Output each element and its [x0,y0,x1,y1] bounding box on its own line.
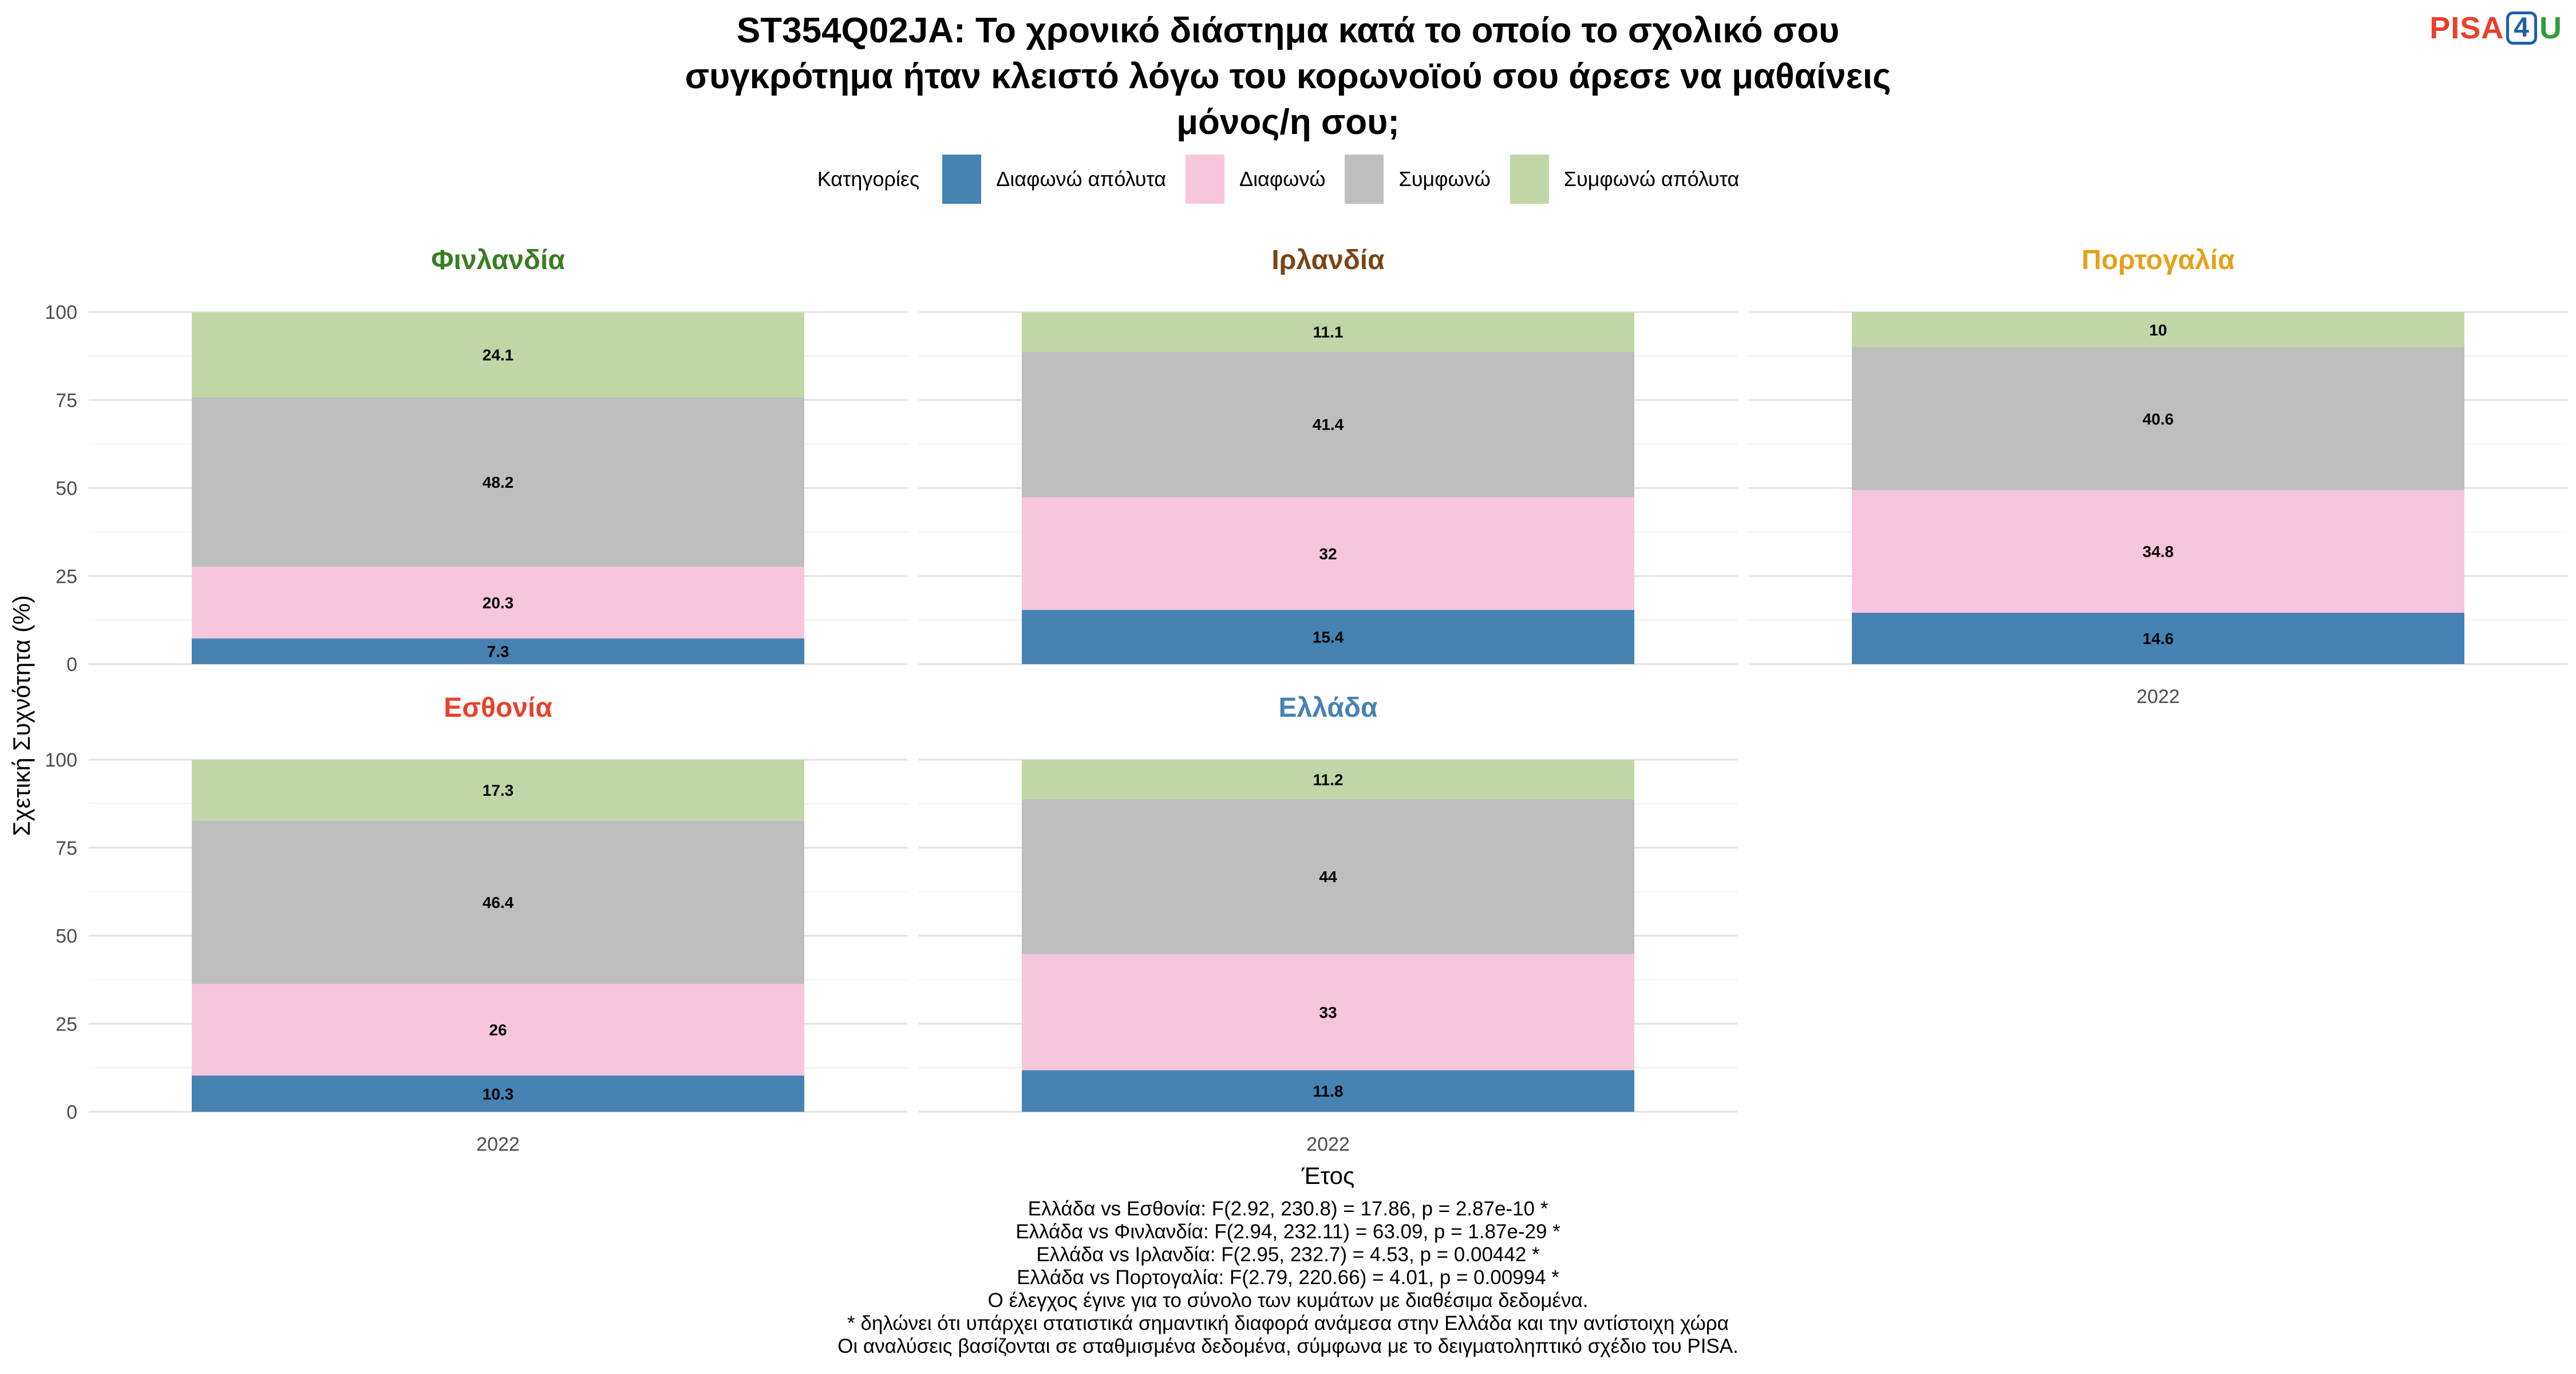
legend-swatch-disagree [1186,155,1225,204]
pisa4u-logo: PISA 4 U [2429,10,2562,46]
stats-line: Ελλάδα vs Φινλανδία: F(2.94, 232.11) = 6… [1016,1221,1560,1243]
bar-segment [1022,312,1634,352]
statistical-notes: Ελλάδα vs Εσθονία: F(2.92, 230.8) = 17.8… [0,1198,2576,1358]
panel-title: Ελλάδα [1279,693,1378,723]
bar-segment [1022,351,1634,498]
bar-segment [192,567,804,639]
x-tick-label: 2022 [1306,1134,1350,1155]
y-tick-label: 25 [56,566,77,587]
chart-title-line-2: συγκρότημα ήταν κλειστό λόγω του κορωνοϊ… [685,57,1891,96]
data-label: 14.6 [2143,630,2174,647]
x-tick-label: 2022 [2136,686,2180,708]
data-label: 34.8 [2143,543,2174,560]
bar-segment [192,820,804,984]
legend-item-strongly-agree: Συμφωνώ απόλυτα [1510,155,1740,204]
stats-line: Ο έλεγχος έγινε για το σύνολο των κυμάτω… [987,1289,1589,1312]
legend-swatch-strongly-disagree [942,155,982,204]
data-label: 46.4 [483,894,514,911]
data-label: 24.1 [483,346,514,364]
y-tick-label: 100 [45,302,77,323]
bar-segment [192,312,804,397]
bar-segment [192,760,804,821]
y-tick-label: 100 [45,749,77,771]
bar-segment [1852,490,2464,613]
bar-segment [1852,613,2464,664]
bar-segment [1022,954,1634,1071]
y-tick-label: 50 [56,926,77,947]
data-label: 40.6 [2143,410,2174,428]
chart-title-line-3: μόνος/η σου; [1176,102,1400,142]
y-tick-label: 0 [66,1101,77,1123]
data-label: 32 [1319,545,1337,563]
data-label: 11.8 [1313,1083,1344,1100]
y-axis-title: Σχετική Συχνότητα (%) [8,595,35,836]
panel-title: Εσθονία [444,693,552,723]
data-label: 10.3 [483,1085,514,1103]
x-tick-label: 2022 [476,1134,520,1155]
stats-line: Οι αναλύσεις βασίζονται σε σταθμισμένα δ… [837,1335,1739,1357]
legend-item-agree: Συμφωνώ [1345,155,1491,204]
legend-item-strongly-disagree: Διαφωνώ απόλυτα [942,155,1166,204]
x-axis-title: Έτος [1301,1162,1355,1189]
bar-segment [1022,799,1634,954]
data-label: 20.3 [483,594,514,612]
stats-line: Ελλάδα vs Πορτογαλία: F(2.79, 220.66) = … [1017,1266,1559,1289]
legend-swatch-strongly-agree [1510,155,1549,204]
y-tick-label: 75 [56,390,77,412]
stats-line: Ελλάδα vs Εσθονία: F(2.92, 230.8) = 17.8… [1028,1198,1548,1220]
legend-title: Κατηγορίες [817,167,920,191]
bar-segment [1022,760,1634,799]
data-label: 17.3 [483,781,514,799]
logo-text-pisa: PISA [2429,11,2504,45]
legend-label-disagree: Διαφωνώ [1239,167,1326,191]
y-tick-label: 0 [66,654,77,676]
legend-swatch-agree [1345,155,1384,204]
logo-text-4: 4 [2506,11,2537,45]
bar-segment [1022,1070,1634,1112]
y-tick-label: 75 [56,838,77,859]
panel-title: Πορτογαλία [2081,245,2235,275]
bar-segment [192,1075,804,1112]
data-label: 41.4 [1313,416,1344,433]
chart-title: ST354Q02JA: Το χρονικό διάστημα κατά το … [0,8,2576,145]
bar-segment [1852,347,2464,491]
bar-segment [192,397,804,567]
data-label: 44 [1319,868,1337,886]
panel-title: Φινλανδία [431,245,565,275]
bar-segment [1852,312,2464,348]
stats-line: Ελλάδα vs Ιρλανδία: F(2.95, 232.7) = 4.5… [1036,1243,1540,1266]
y-tick-label: 25 [56,1013,77,1035]
data-label: 26 [489,1021,507,1039]
legend-label-strongly-agree: Συμφωνώ απόλυτα [1563,167,1740,191]
bar-segment [192,984,804,1076]
logo-text-u: U [2539,11,2562,45]
panel-title: Ιρλανδία [1271,245,1385,275]
data-label: 33 [1319,1004,1337,1021]
legend: Κατηγορίες Διαφωνώ απόλυτα Διαφωνώ Συμφω… [0,155,2576,204]
legend-label-strongly-disagree: Διαφωνώ απόλυτα [996,167,1167,191]
bar-segment [1022,497,1634,610]
y-tick-label: 50 [56,478,77,500]
data-label: 15.4 [1313,629,1344,646]
legend-item-disagree: Διαφωνώ [1186,155,1325,204]
data-label: 11.2 [1313,771,1344,788]
data-label: 48.2 [483,473,514,491]
legend-label-agree: Συμφωνώ [1398,167,1491,191]
data-label: 11.1 [1313,323,1344,341]
data-label: 7.3 [487,643,509,661]
data-label: 10 [2149,321,2167,339]
chart-title-line-1: ST354Q02JA: Το χρονικό διάστημα κατά το … [736,11,1840,50]
stats-line: * δηλώνει ότι υπάρχει στατιστικά σημαντι… [847,1312,1729,1334]
bar-segment [192,638,804,664]
bar-segment [1022,610,1634,664]
